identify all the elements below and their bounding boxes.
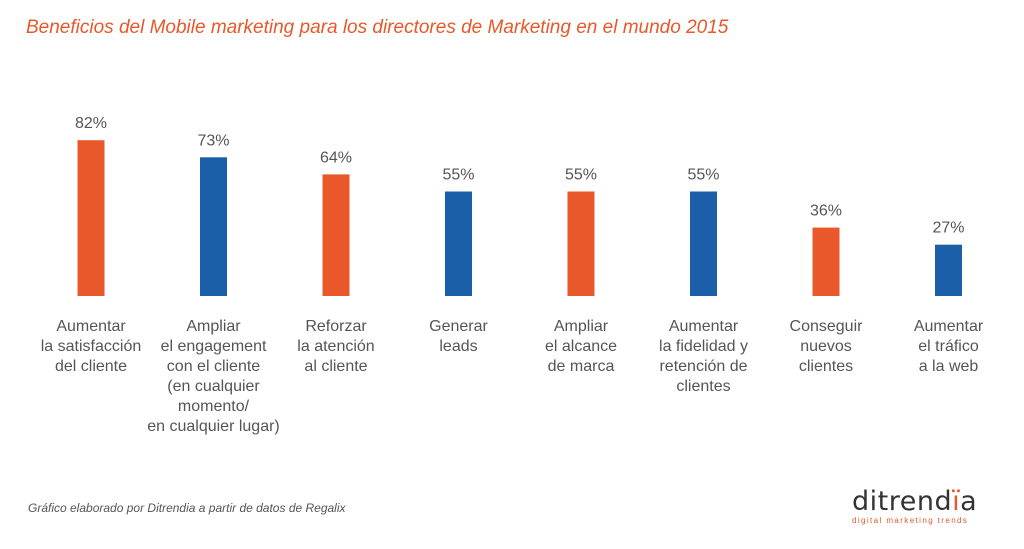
category-label-4: Generar leads bbox=[429, 318, 488, 355]
bar-7 bbox=[812, 227, 840, 296]
source-footnote: Gráfico elaborado por Ditrendia a partir… bbox=[28, 501, 346, 515]
category-label-7: Conseguir nuevos clientes bbox=[790, 318, 864, 375]
value-label-3: 64% bbox=[320, 149, 352, 166]
category-label-5: Ampliar el alcance de marca bbox=[545, 318, 617, 375]
bar-1 bbox=[77, 140, 105, 296]
value-label-6: 55% bbox=[687, 167, 719, 184]
logo-tagline: digital marketing trends bbox=[852, 516, 969, 525]
ditrendia-logo: ditrendïa digital marketing trends bbox=[852, 486, 982, 526]
value-label-1: 82% bbox=[75, 115, 107, 132]
bar-3 bbox=[322, 174, 350, 296]
bar-6 bbox=[690, 191, 717, 296]
value-label-4: 55% bbox=[442, 167, 474, 184]
value-label-5: 55% bbox=[565, 167, 597, 184]
logo-wordmark: ditrendïa bbox=[852, 486, 978, 517]
category-label-3: Reforzar la atención al cliente bbox=[297, 318, 374, 375]
category-label-2: Ampliar el engagement con el cliente (en cu… bbox=[147, 318, 280, 435]
bar-2 bbox=[200, 157, 227, 296]
bar-4 bbox=[445, 191, 472, 296]
value-label-2: 73% bbox=[197, 132, 229, 149]
value-label-8: 27% bbox=[932, 220, 964, 237]
category-label-8: Aumentar el tráfico a la web bbox=[914, 318, 984, 375]
bar-8 bbox=[935, 244, 962, 296]
value-label-7: 36% bbox=[810, 203, 842, 220]
chart-title: Beneficios del Mobile marketing para los… bbox=[26, 17, 729, 38]
category-label-1: Aumentar la satisfacción del cliente bbox=[41, 318, 142, 375]
bar-5 bbox=[567, 191, 595, 296]
category-label-6: Aumentar la fidelidad y retención de client… bbox=[659, 318, 748, 395]
